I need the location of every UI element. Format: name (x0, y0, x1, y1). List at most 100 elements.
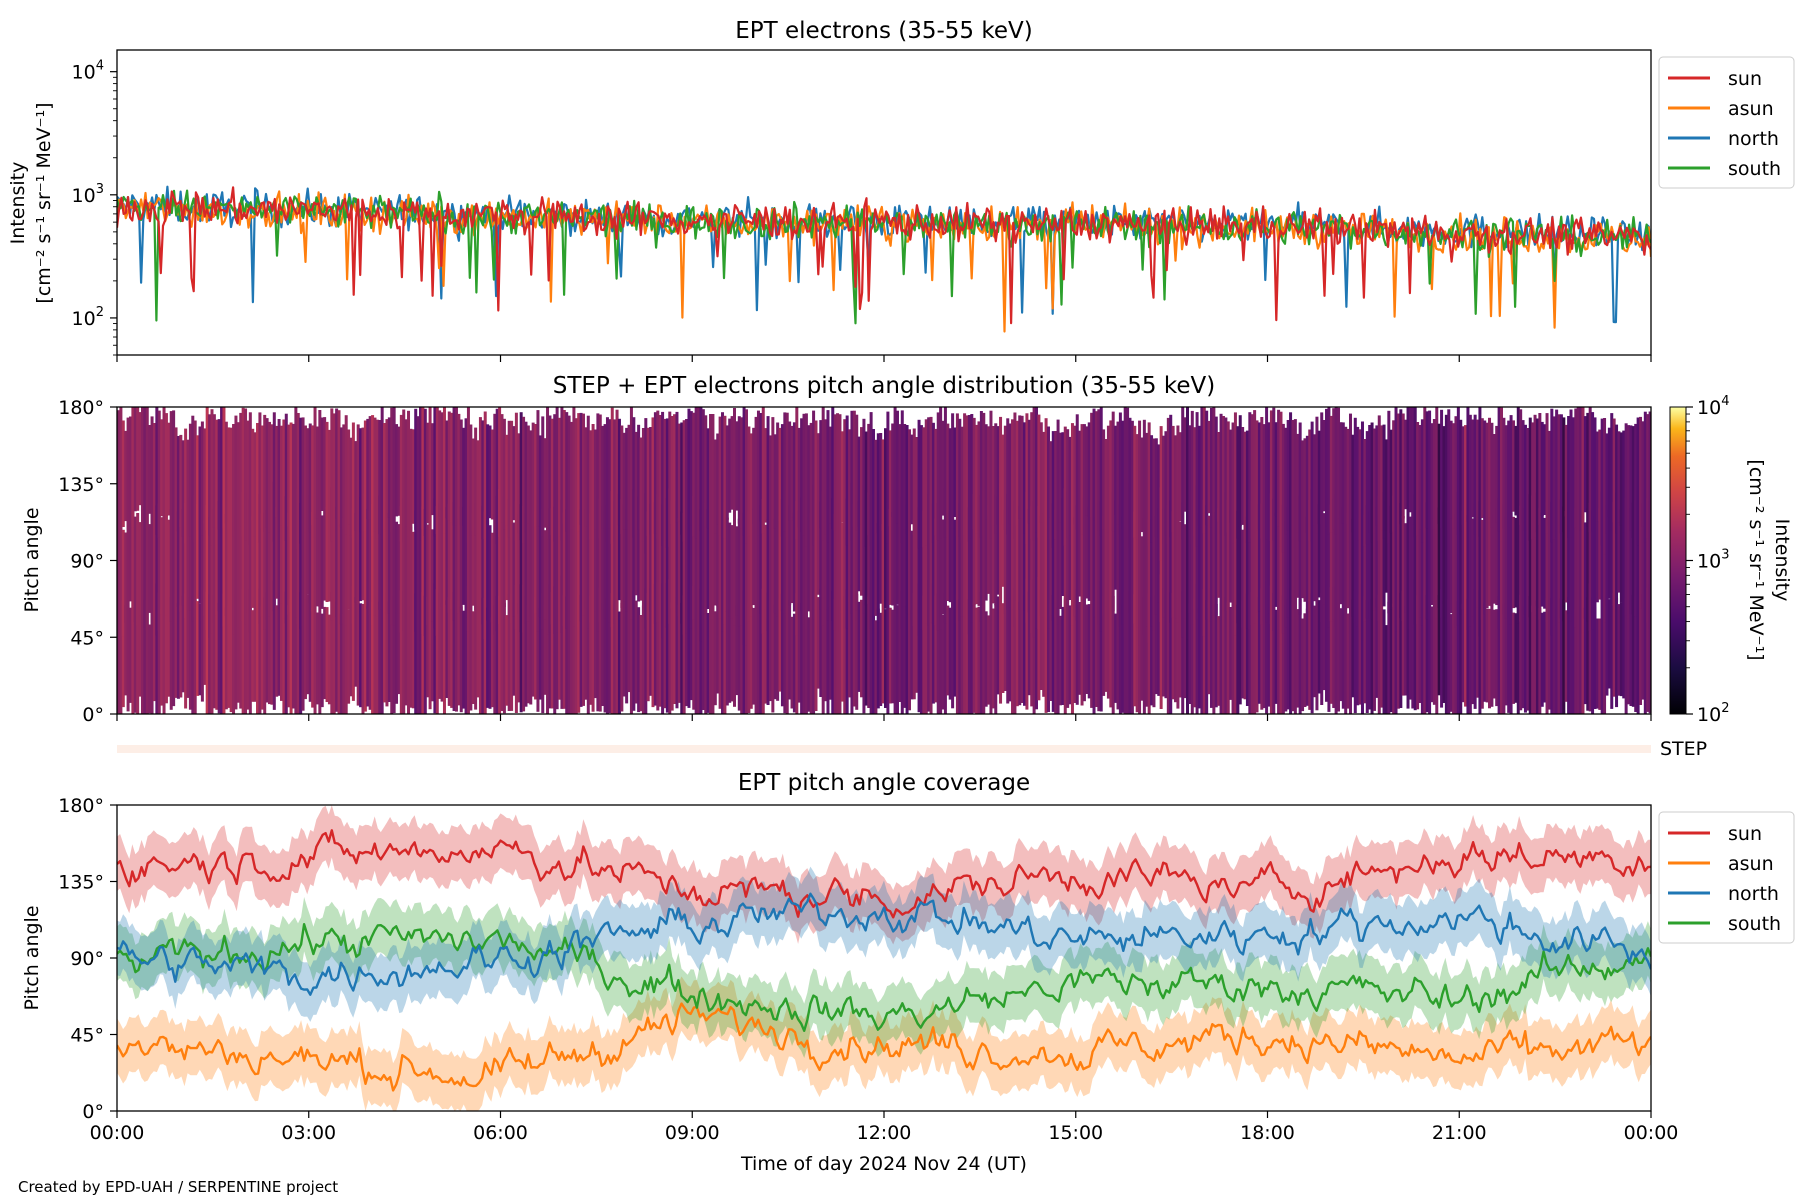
pad-cell (220, 496, 224, 628)
pad-cell (1500, 592, 1503, 714)
pad-cell (534, 424, 538, 527)
pad-cell (900, 590, 904, 714)
pad-cell (1528, 417, 1532, 541)
pad-cell (351, 422, 355, 538)
pad-cell (967, 507, 971, 635)
pad-cell (541, 592, 545, 714)
pad-cell (1624, 423, 1628, 541)
pad-cell (397, 604, 401, 695)
pad-cell (1159, 574, 1163, 709)
pad-cell (1003, 586, 1007, 691)
pad-cell (1346, 613, 1350, 709)
pad-cell (342, 613, 346, 714)
pad-cell (327, 511, 331, 602)
pad-cell (1102, 516, 1106, 616)
pad-cell (1581, 596, 1585, 714)
pad-cell (1138, 520, 1142, 646)
pad-cell (186, 439, 190, 537)
coverage-legend-label-sun: sun (1728, 823, 1762, 845)
pad-cell (363, 420, 367, 532)
pad-cell (1039, 589, 1043, 690)
pad-cell (390, 500, 394, 625)
pad-cell (898, 598, 902, 702)
pad-cell (419, 407, 423, 541)
pad-heatmap-group (117, 407, 1651, 714)
pad-cell (800, 603, 804, 714)
pad-cell (1375, 425, 1379, 526)
pad-cell (150, 512, 154, 625)
pad-cell (1634, 500, 1638, 617)
pad-cell (392, 407, 396, 523)
pad-cell (1332, 498, 1336, 620)
pad-cell (567, 506, 571, 626)
pad-cell (414, 593, 418, 714)
pad-cell (1452, 423, 1456, 529)
pad-cell (1425, 502, 1429, 620)
pad-cell (1526, 428, 1530, 526)
pad-cell (766, 519, 770, 632)
pad-cell (661, 504, 665, 639)
pad-cell (1535, 418, 1539, 533)
pad-cell (1296, 433, 1300, 533)
pad-cell (1320, 412, 1324, 525)
pad-cell (1631, 426, 1635, 538)
pad-cell (1428, 592, 1432, 714)
pad-cell (802, 593, 806, 714)
pad-cell (1471, 518, 1475, 617)
pad-cell (478, 596, 482, 714)
pad-cell (1581, 407, 1585, 525)
pad-cell (517, 433, 521, 534)
pad-cell (1310, 593, 1314, 714)
pad-cell (589, 595, 593, 705)
pad-cell (955, 500, 959, 624)
pad-cell (795, 593, 799, 714)
pad-cell (797, 427, 801, 528)
pad-cell (514, 412, 518, 541)
pad-cell (217, 500, 221, 612)
pad-cell (999, 588, 1003, 704)
pad-cell (704, 503, 708, 614)
pad-cell (680, 511, 684, 624)
pad-cell (1646, 414, 1650, 539)
pad-cell (979, 411, 983, 538)
pad-cell (848, 429, 852, 530)
pad-cell (1245, 593, 1249, 706)
pad-cell (1176, 425, 1180, 536)
pad-cell (296, 413, 300, 549)
pad-cell (1502, 604, 1506, 714)
pad-cell (469, 506, 473, 617)
pad-cell (313, 407, 317, 538)
pad-cell (1286, 420, 1290, 531)
pad-cell (1344, 611, 1348, 714)
pad-cell (457, 600, 461, 706)
pad-cell (1528, 494, 1532, 618)
pad-cell (1212, 496, 1216, 633)
pad-cell (502, 496, 506, 607)
pad-cell (1152, 519, 1156, 631)
pad-cell (1133, 511, 1137, 624)
pad-cell (526, 425, 530, 524)
pad-cell (447, 503, 451, 613)
pad-cell (919, 425, 923, 548)
pad-cell (1298, 422, 1302, 542)
pad-cell (886, 411, 890, 544)
pad-cell (1195, 412, 1199, 547)
pad-cell (1267, 588, 1271, 707)
pad-cell (881, 439, 885, 531)
pad-cell (874, 521, 878, 616)
pad-cell (208, 516, 212, 638)
pad-cell (622, 599, 626, 697)
pad-cell (1262, 589, 1266, 709)
pad-cell (131, 407, 135, 528)
pad-cell (639, 437, 643, 534)
pad-cell (1104, 439, 1108, 530)
pad-cell (162, 499, 166, 635)
pad-cell (121, 420, 125, 527)
pad-cell (776, 511, 780, 617)
pad-cell (1437, 595, 1441, 696)
pad-cell (117, 410, 120, 530)
pad-cell (632, 590, 636, 711)
pad-cell (1387, 410, 1391, 544)
pad-cell (512, 426, 516, 521)
pad-cell (1183, 603, 1187, 699)
